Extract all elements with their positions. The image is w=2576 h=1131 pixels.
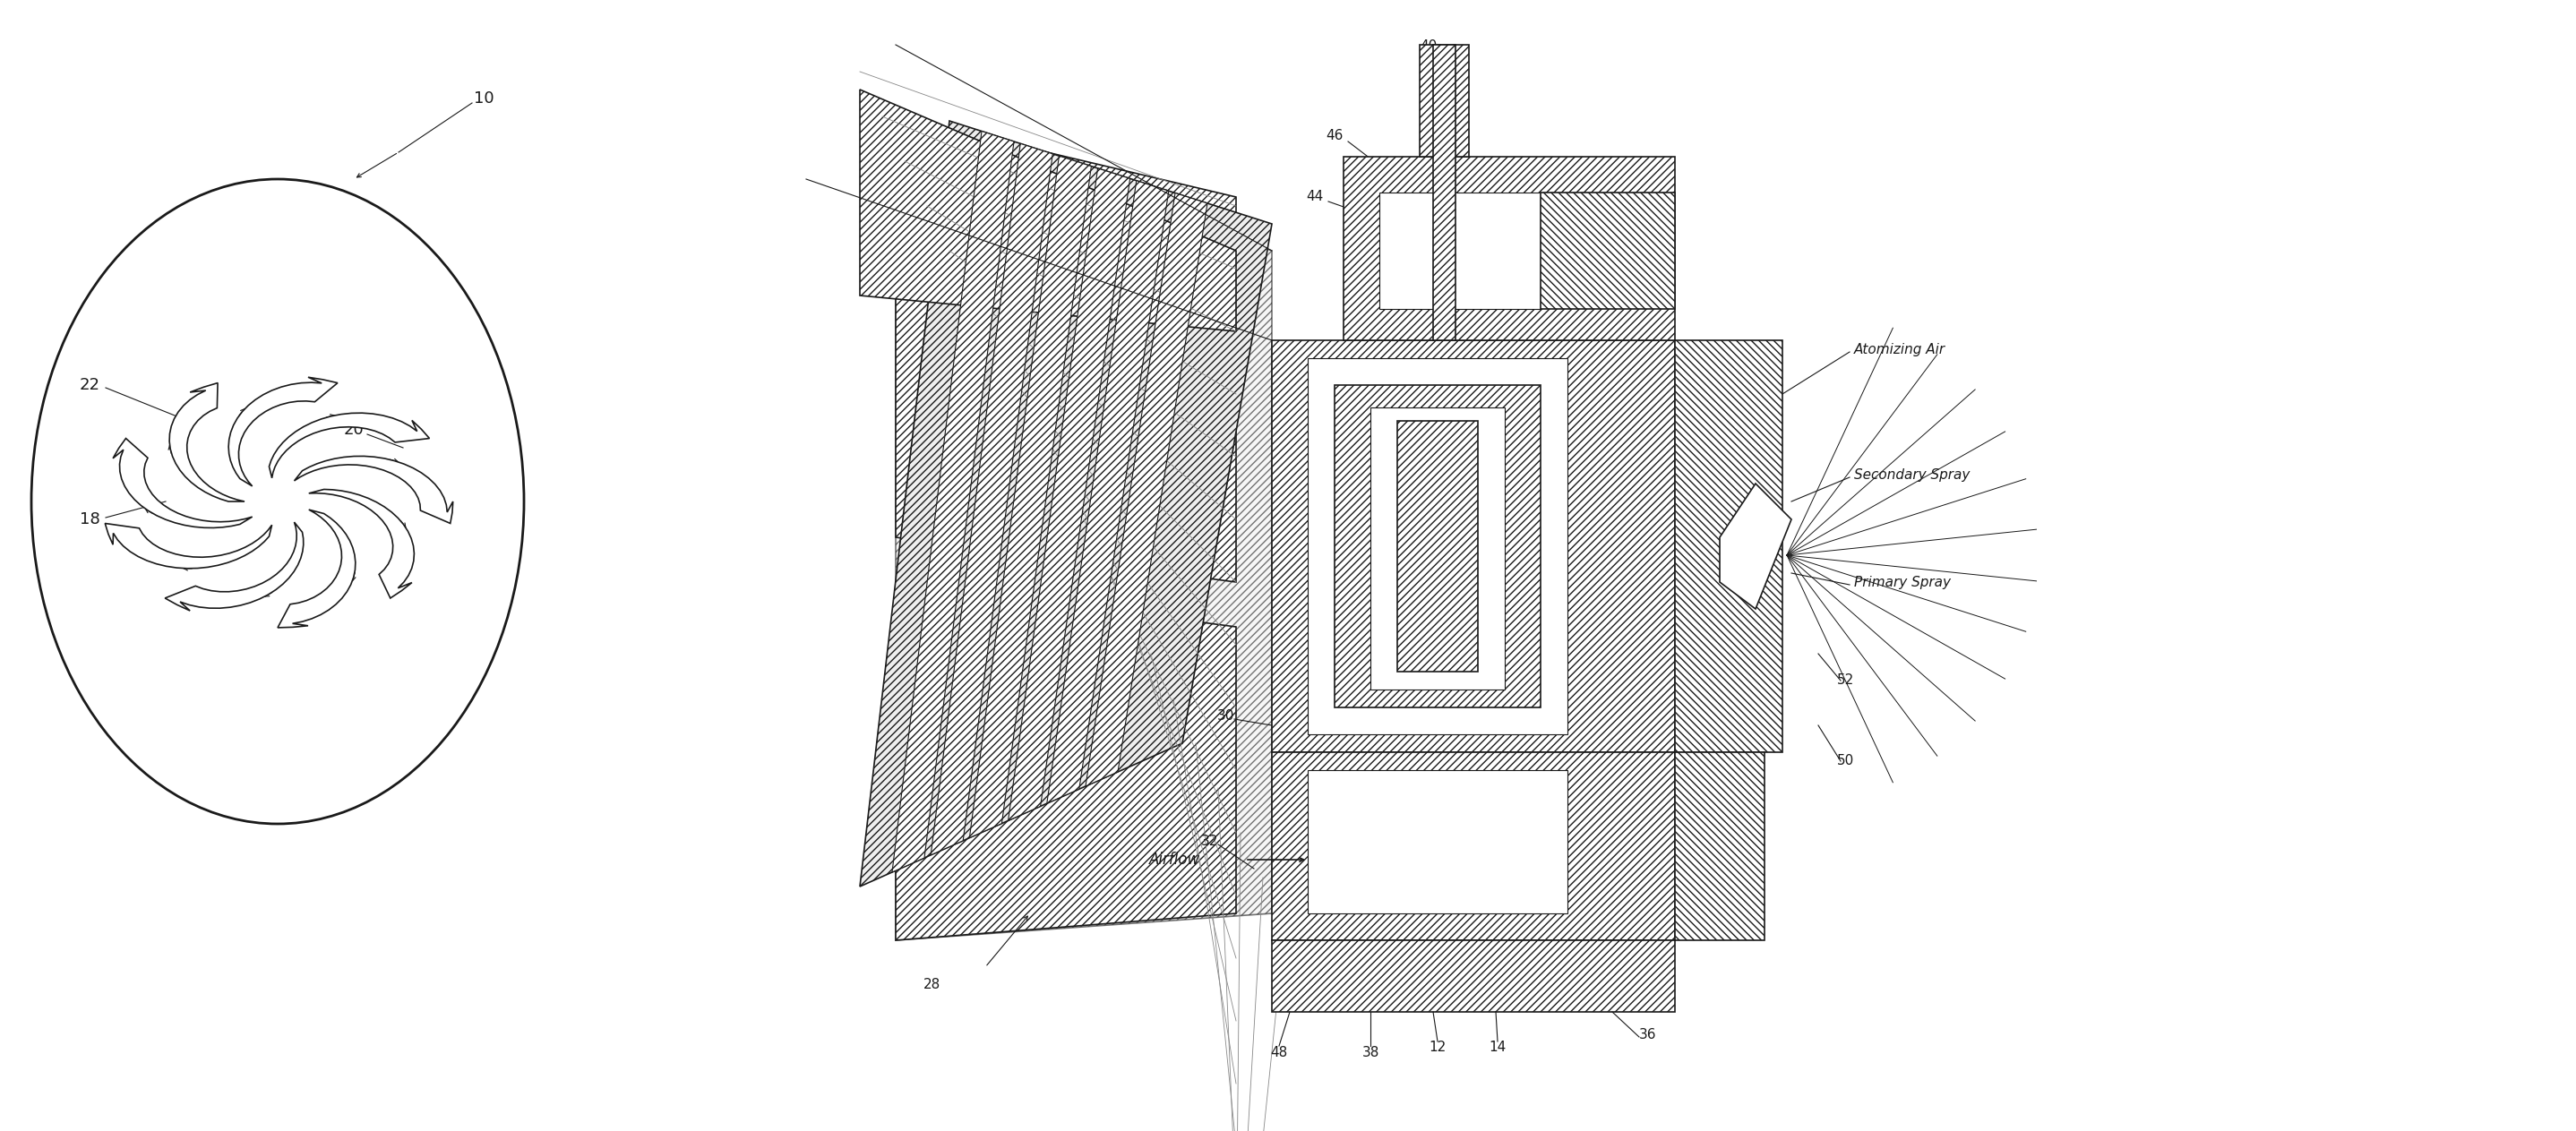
Polygon shape <box>1378 192 1540 309</box>
Text: 48: 48 <box>1270 1045 1288 1059</box>
Polygon shape <box>1273 940 1674 1012</box>
Text: 12: 12 <box>1533 159 1548 172</box>
Polygon shape <box>1674 752 1765 940</box>
Polygon shape <box>165 523 304 611</box>
Polygon shape <box>1432 45 1455 340</box>
Text: 14: 14 <box>1486 163 1502 176</box>
Text: 40: 40 <box>1419 40 1437 53</box>
Text: Atomizing Air: Atomizing Air <box>1855 343 1945 356</box>
Polygon shape <box>1540 192 1674 309</box>
Text: 10: 10 <box>474 90 495 106</box>
Polygon shape <box>1334 385 1540 707</box>
Polygon shape <box>1345 157 1674 340</box>
Polygon shape <box>268 413 430 478</box>
Polygon shape <box>1674 340 1783 752</box>
Polygon shape <box>278 510 355 628</box>
Text: 28: 28 <box>922 978 940 992</box>
Polygon shape <box>860 121 1273 887</box>
Polygon shape <box>1084 193 1208 786</box>
Text: 42: 42 <box>1654 163 1669 176</box>
Polygon shape <box>229 378 337 486</box>
Text: 18: 18 <box>80 511 100 527</box>
Text: 38: 38 <box>1363 1045 1378 1059</box>
Text: 32: 32 <box>1200 835 1218 848</box>
Polygon shape <box>113 439 252 528</box>
Polygon shape <box>1309 770 1566 914</box>
Polygon shape <box>896 582 1236 940</box>
Text: 22: 22 <box>80 377 100 394</box>
Polygon shape <box>1370 407 1504 690</box>
Polygon shape <box>170 383 245 501</box>
Polygon shape <box>1273 340 1674 752</box>
Text: 52: 52 <box>1837 674 1855 688</box>
Text: 36: 36 <box>1638 1028 1656 1041</box>
Text: 30: 30 <box>1216 709 1234 723</box>
Text: 14: 14 <box>1489 1041 1507 1054</box>
Polygon shape <box>309 490 415 598</box>
Text: 48: 48 <box>1378 162 1396 175</box>
Text: Primary Spray: Primary Spray <box>1855 576 1950 589</box>
Text: 44: 44 <box>1306 190 1324 204</box>
Text: 12: 12 <box>1430 1041 1445 1054</box>
Text: Airflow: Airflow <box>1149 852 1200 867</box>
Polygon shape <box>1273 752 1674 940</box>
Polygon shape <box>1007 169 1131 821</box>
Polygon shape <box>1396 421 1479 672</box>
Polygon shape <box>896 116 1273 940</box>
Text: 50: 50 <box>1837 754 1855 768</box>
Polygon shape <box>1046 181 1170 803</box>
Polygon shape <box>1419 45 1468 157</box>
Polygon shape <box>896 116 1236 582</box>
Polygon shape <box>969 156 1092 838</box>
Polygon shape <box>1721 484 1790 608</box>
Polygon shape <box>294 456 453 524</box>
Polygon shape <box>860 89 1236 331</box>
Polygon shape <box>1309 359 1566 734</box>
Polygon shape <box>106 524 273 569</box>
Polygon shape <box>891 131 1015 872</box>
Polygon shape <box>930 144 1054 855</box>
Text: 20: 20 <box>343 422 363 438</box>
Text: Secondary Spray: Secondary Spray <box>1855 468 1971 482</box>
Text: 46: 46 <box>1327 129 1342 143</box>
